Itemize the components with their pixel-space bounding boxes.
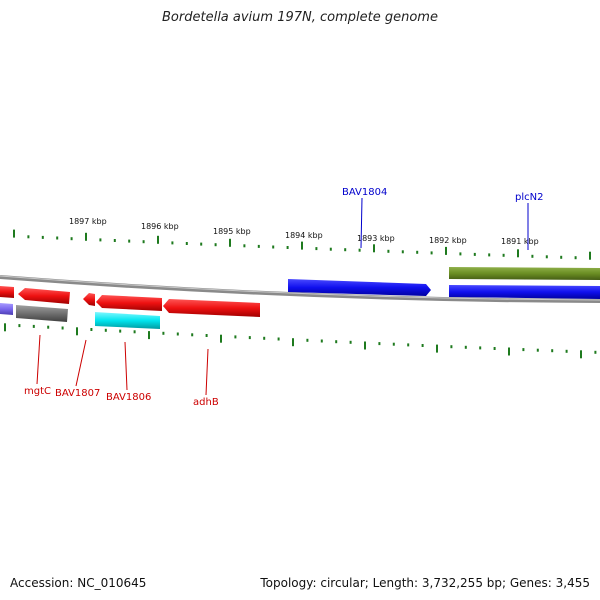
- gene-left-purple[interactable]: [0, 303, 13, 315]
- gene-label-mgtc[interactable]: mgtC: [24, 386, 51, 397]
- kbp-label: 1897 kbp: [69, 217, 107, 226]
- genome-backbone: [0, 275, 600, 303]
- kbp-label: 1893 kbp: [357, 234, 395, 243]
- gene-mgtc[interactable]: [16, 305, 68, 322]
- inner-tick-ring: [4, 323, 597, 359]
- callout-bav1804: [360, 197, 363, 249]
- callout-bav1807: [75, 339, 87, 387]
- gene-label-bav1804[interactable]: BAV1804: [342, 187, 387, 198]
- gene-bav1806[interactable]: [95, 312, 160, 329]
- kbp-label: 1896 kbp: [141, 222, 179, 231]
- gene-plcn2[interactable]: [449, 267, 600, 280]
- gene-forward-right[interactable]: [449, 285, 600, 299]
- gene-label-plcn2[interactable]: plcN2: [515, 192, 543, 203]
- kbp-label: 1892 kbp: [429, 236, 467, 245]
- map-title: Bordetella avium 197N, complete genome: [162, 10, 438, 25]
- gene-label-bav1806[interactable]: BAV1806: [106, 392, 151, 403]
- gene-bav1804[interactable]: [288, 279, 431, 296]
- callout-adhb: [205, 348, 209, 396]
- outer-tick-ring: [13, 229, 591, 260]
- kbp-label: 1895 kbp: [213, 227, 251, 236]
- accession-text: Accession: NC_010645: [10, 576, 147, 590]
- gene-label-adhb[interactable]: adhB: [193, 397, 219, 408]
- gene-label-bav1807[interactable]: BAV1807: [55, 388, 100, 399]
- callout-bav1806: [124, 341, 128, 391]
- kbp-label: 1894 kbp: [285, 231, 323, 240]
- callout-mgtc: [36, 334, 41, 385]
- kbp-label: 1891 kbp: [501, 237, 539, 246]
- gene-left-red[interactable]: [0, 286, 14, 298]
- gene-bav1807[interactable]: [83, 293, 95, 306]
- summary-text: Topology: circular; Length: 3,732,255 bp…: [260, 576, 590, 590]
- genome-backbone-highlight: [0, 275, 600, 301]
- gene-adhb[interactable]: [163, 299, 260, 317]
- gene-bav1807-body[interactable]: [96, 295, 162, 311]
- gene-mgtc-neighbor[interactable]: [18, 288, 70, 304]
